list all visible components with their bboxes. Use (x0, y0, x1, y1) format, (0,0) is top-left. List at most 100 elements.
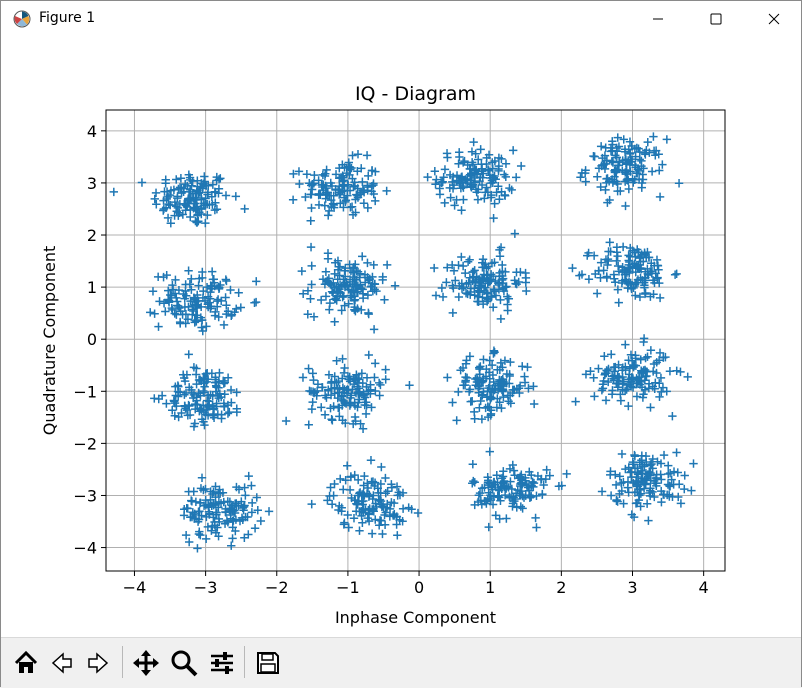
scatter-point (221, 504, 230, 514)
scatter-point (647, 459, 656, 469)
scatter-point (607, 157, 617, 166)
scatter-point (449, 180, 459, 190)
scatter-point (617, 449, 627, 459)
scatter-point (212, 302, 222, 311)
scatter-point (515, 381, 525, 391)
scatter-point (326, 404, 335, 413)
scatter-point (481, 188, 490, 197)
scatter-point (646, 346, 656, 355)
scatter-point (150, 394, 159, 403)
scatter-point (445, 170, 455, 180)
zoom-button[interactable] (167, 644, 201, 682)
scatter-point (640, 148, 649, 158)
forward-button[interactable] (81, 644, 115, 682)
scatter-point (443, 263, 452, 272)
scatter-point (672, 448, 681, 457)
scatter-point (367, 181, 377, 191)
scatter-point (575, 271, 584, 280)
scatter-point (357, 511, 366, 521)
scatter-point (452, 195, 461, 205)
scatter-point (169, 396, 179, 405)
scatter-point (506, 357, 515, 367)
scatter-point (476, 362, 485, 371)
scatter-point (153, 272, 163, 282)
scatter-point (330, 479, 339, 489)
figure-canvas[interactable]: −4 −3 −2 −1 0 1 2 3 4 −4 −3 −2 −1 0 1 2 3 4 IQ - Diagram… (1, 37, 801, 635)
minimize-button[interactable] (629, 1, 687, 37)
maximize-button[interactable] (687, 1, 745, 37)
close-button[interactable] (745, 1, 802, 37)
scatter-point (640, 475, 649, 485)
configure-subplots-button[interactable] (205, 644, 239, 682)
scatter-point (183, 411, 193, 420)
scatter-point (369, 260, 378, 270)
scatter-point (613, 133, 622, 142)
iq-scatter-chart[interactable]: −4 −3 −2 −1 0 1 2 3 4 −4 −3 −2 −1 0 1 2 3 4 IQ - Diagram… (1, 37, 801, 635)
scatter-point (364, 171, 373, 181)
home-button[interactable] (9, 644, 43, 682)
scatter-point (472, 188, 481, 197)
back-button[interactable] (45, 644, 79, 682)
scatter-point (637, 161, 646, 171)
scatter-point (310, 170, 319, 180)
scatter-point (462, 176, 472, 185)
scatter-point (307, 203, 316, 213)
scatter-point (344, 523, 353, 532)
scatter-point (470, 165, 479, 174)
scatter-point (219, 320, 229, 330)
scatter-point (209, 275, 219, 284)
scatter-point (629, 362, 638, 371)
save-button[interactable] (251, 644, 285, 682)
scatter-point (214, 488, 223, 498)
matplotlib-logo-icon (13, 10, 31, 28)
scatter-point (338, 383, 348, 392)
scatter-point (360, 270, 370, 279)
scatter-point (457, 252, 466, 262)
scatter-point (367, 403, 376, 412)
scatter-point (487, 190, 496, 200)
scatter-point (683, 372, 692, 382)
scatter-point (181, 319, 190, 328)
scatter-point (443, 153, 452, 162)
scatter-point (477, 391, 487, 400)
scatter-point (342, 389, 352, 398)
scatter-point (483, 386, 492, 396)
scatter-point (219, 376, 228, 386)
scatter-point (576, 173, 585, 182)
scatter-point (477, 180, 487, 190)
scatter-point (618, 166, 627, 175)
scatter-point (167, 303, 177, 313)
scatter-point (190, 514, 199, 523)
scatter-point (392, 520, 401, 529)
scatter-point (476, 396, 485, 406)
scatter-point (438, 292, 448, 302)
scatter-point (193, 310, 202, 320)
scatter-point (186, 185, 195, 194)
scatter-point (318, 275, 328, 284)
scatter-point (169, 185, 179, 194)
scatter-point (337, 306, 346, 315)
scatter-point (207, 192, 217, 201)
title-bar[interactable]: Figure 1 (1, 1, 801, 37)
scatter-point (192, 303, 202, 313)
scatter-point (320, 280, 330, 289)
scatter-point (172, 175, 181, 184)
pan-button[interactable] (129, 644, 163, 682)
scatter-point (614, 142, 624, 151)
scatter-point (193, 211, 202, 220)
scatter-point (318, 170, 328, 180)
scatter-point (381, 508, 390, 517)
scatter-point (456, 184, 466, 193)
scatter-point (174, 412, 183, 422)
scatter-point (612, 495, 621, 505)
scatter-point (489, 346, 499, 355)
scatter-point (307, 280, 316, 289)
scatter-point (329, 203, 339, 212)
scatter-point (630, 464, 640, 473)
scatter-point (478, 173, 487, 182)
scatter-point (360, 393, 370, 402)
scatter-point (473, 195, 483, 204)
scatter-point (181, 179, 190, 189)
scatter-point (295, 179, 304, 189)
scatter-point (619, 499, 628, 508)
